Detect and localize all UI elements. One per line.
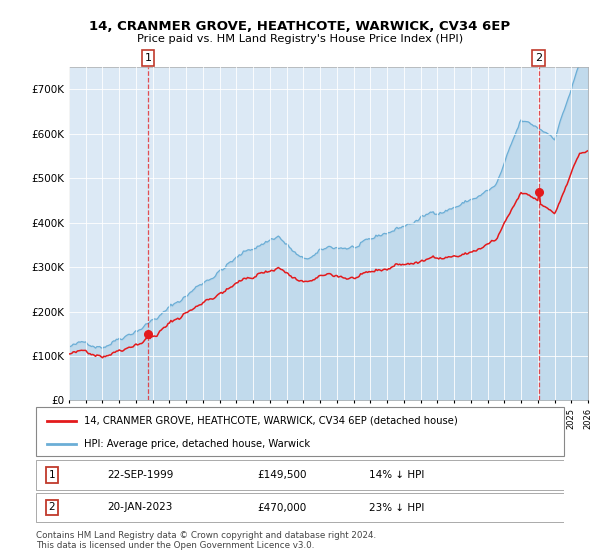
Text: Price paid vs. HM Land Registry's House Price Index (HPI): Price paid vs. HM Land Registry's House … (137, 34, 463, 44)
Text: 23% ↓ HPI: 23% ↓ HPI (368, 502, 424, 512)
Text: HPI: Average price, detached house, Warwick: HPI: Average price, detached house, Warw… (83, 439, 310, 449)
Text: 14, CRANMER GROVE, HEATHCOTE, WARWICK, CV34 6EP (detached house): 14, CRANMER GROVE, HEATHCOTE, WARWICK, C… (83, 416, 457, 426)
Text: 2: 2 (535, 53, 542, 63)
FancyBboxPatch shape (36, 460, 564, 490)
Text: 2: 2 (49, 502, 55, 512)
Text: 20-JAN-2023: 20-JAN-2023 (107, 502, 173, 512)
Text: 1: 1 (145, 53, 152, 63)
FancyBboxPatch shape (36, 493, 564, 522)
FancyBboxPatch shape (36, 407, 564, 456)
Text: £470,000: £470,000 (258, 502, 307, 512)
Text: 14% ↓ HPI: 14% ↓ HPI (368, 470, 424, 480)
Text: £149,500: £149,500 (258, 470, 307, 480)
Text: 22-SEP-1999: 22-SEP-1999 (107, 470, 173, 480)
Text: Contains HM Land Registry data © Crown copyright and database right 2024.
This d: Contains HM Land Registry data © Crown c… (36, 531, 376, 550)
Text: 14, CRANMER GROVE, HEATHCOTE, WARWICK, CV34 6EP: 14, CRANMER GROVE, HEATHCOTE, WARWICK, C… (89, 20, 511, 32)
Text: 1: 1 (49, 470, 55, 480)
